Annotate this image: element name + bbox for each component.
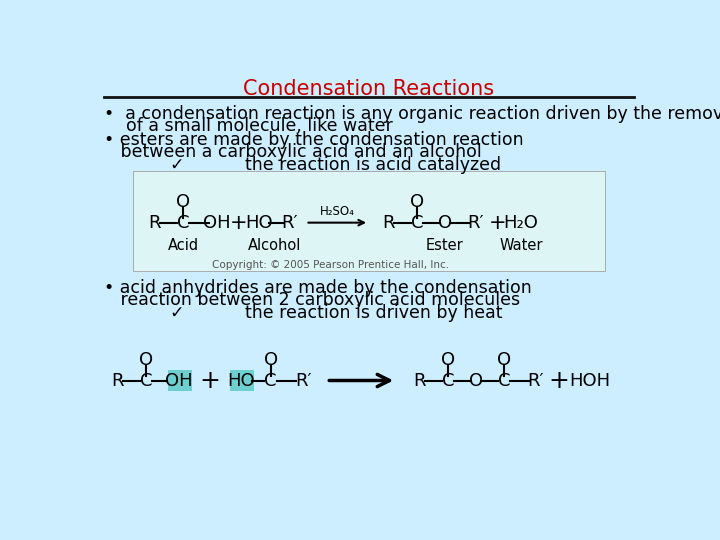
Text: C: C	[264, 372, 276, 389]
Text: H₂O: H₂O	[503, 214, 539, 232]
Text: C: C	[442, 372, 454, 389]
Text: • acid anhydrides are made by the condensation: • acid anhydrides are made by the conden…	[104, 279, 531, 297]
Text: C: C	[498, 372, 510, 389]
Text: O: O	[176, 193, 190, 211]
Text: HO: HO	[228, 372, 255, 389]
Text: HO: HO	[245, 214, 273, 232]
Text: H₂SO₄: H₂SO₄	[320, 205, 355, 218]
Text: ✓           the reaction is acid catalyzed: ✓ the reaction is acid catalyzed	[104, 156, 501, 174]
Text: Ester: Ester	[426, 238, 464, 253]
Text: R′: R′	[467, 214, 485, 232]
Text: • esters are made by the condensation reaction: • esters are made by the condensation re…	[104, 131, 523, 149]
Text: between a carboxylic acid and an alcohol: between a carboxylic acid and an alcohol	[104, 143, 482, 161]
Text: +: +	[199, 368, 220, 393]
Text: R: R	[382, 214, 395, 232]
Text: OH: OH	[202, 214, 230, 232]
Text: O: O	[469, 372, 483, 389]
Text: R: R	[111, 372, 123, 389]
Text: ✓           the reaction is driven by heat: ✓ the reaction is driven by heat	[104, 303, 503, 321]
Text: R: R	[413, 372, 426, 389]
Text: C: C	[411, 214, 423, 232]
Text: O: O	[264, 350, 278, 369]
Text: +: +	[489, 213, 506, 233]
Text: O: O	[410, 193, 424, 211]
Text: R′: R′	[527, 372, 544, 389]
Text: +: +	[549, 368, 570, 393]
Text: R: R	[148, 214, 161, 232]
Text: O: O	[139, 350, 153, 369]
Text: •  a condensation reaction is any organic reaction driven by the removal: • a condensation reaction is any organic…	[104, 105, 720, 123]
Bar	[230, 370, 253, 390]
Bar	[168, 370, 192, 390]
Text: Acid: Acid	[168, 238, 199, 253]
Text: Water: Water	[499, 238, 543, 253]
Text: O: O	[438, 214, 452, 232]
Bar	[132, 171, 606, 271]
Text: C: C	[176, 214, 189, 232]
Text: R′: R′	[282, 214, 298, 232]
Text: C: C	[140, 372, 152, 389]
Text: R′: R′	[294, 372, 312, 389]
Text: Condensation Reactions: Condensation Reactions	[243, 79, 495, 99]
Text: +: +	[230, 213, 248, 233]
Text: reaction between 2 carboxylic acid molecules: reaction between 2 carboxylic acid molec…	[104, 291, 520, 309]
Text: OH: OH	[166, 372, 193, 389]
Text: HOH: HOH	[570, 372, 611, 389]
Text: O: O	[497, 350, 511, 369]
Text: of a small molecule, like water: of a small molecule, like water	[104, 117, 392, 135]
Text: O: O	[441, 350, 455, 369]
Text: Copyright: © 2005 Pearson Prentice Hall, Inc.: Copyright: © 2005 Pearson Prentice Hall,…	[212, 260, 449, 270]
Text: Alcohol: Alcohol	[248, 238, 301, 253]
